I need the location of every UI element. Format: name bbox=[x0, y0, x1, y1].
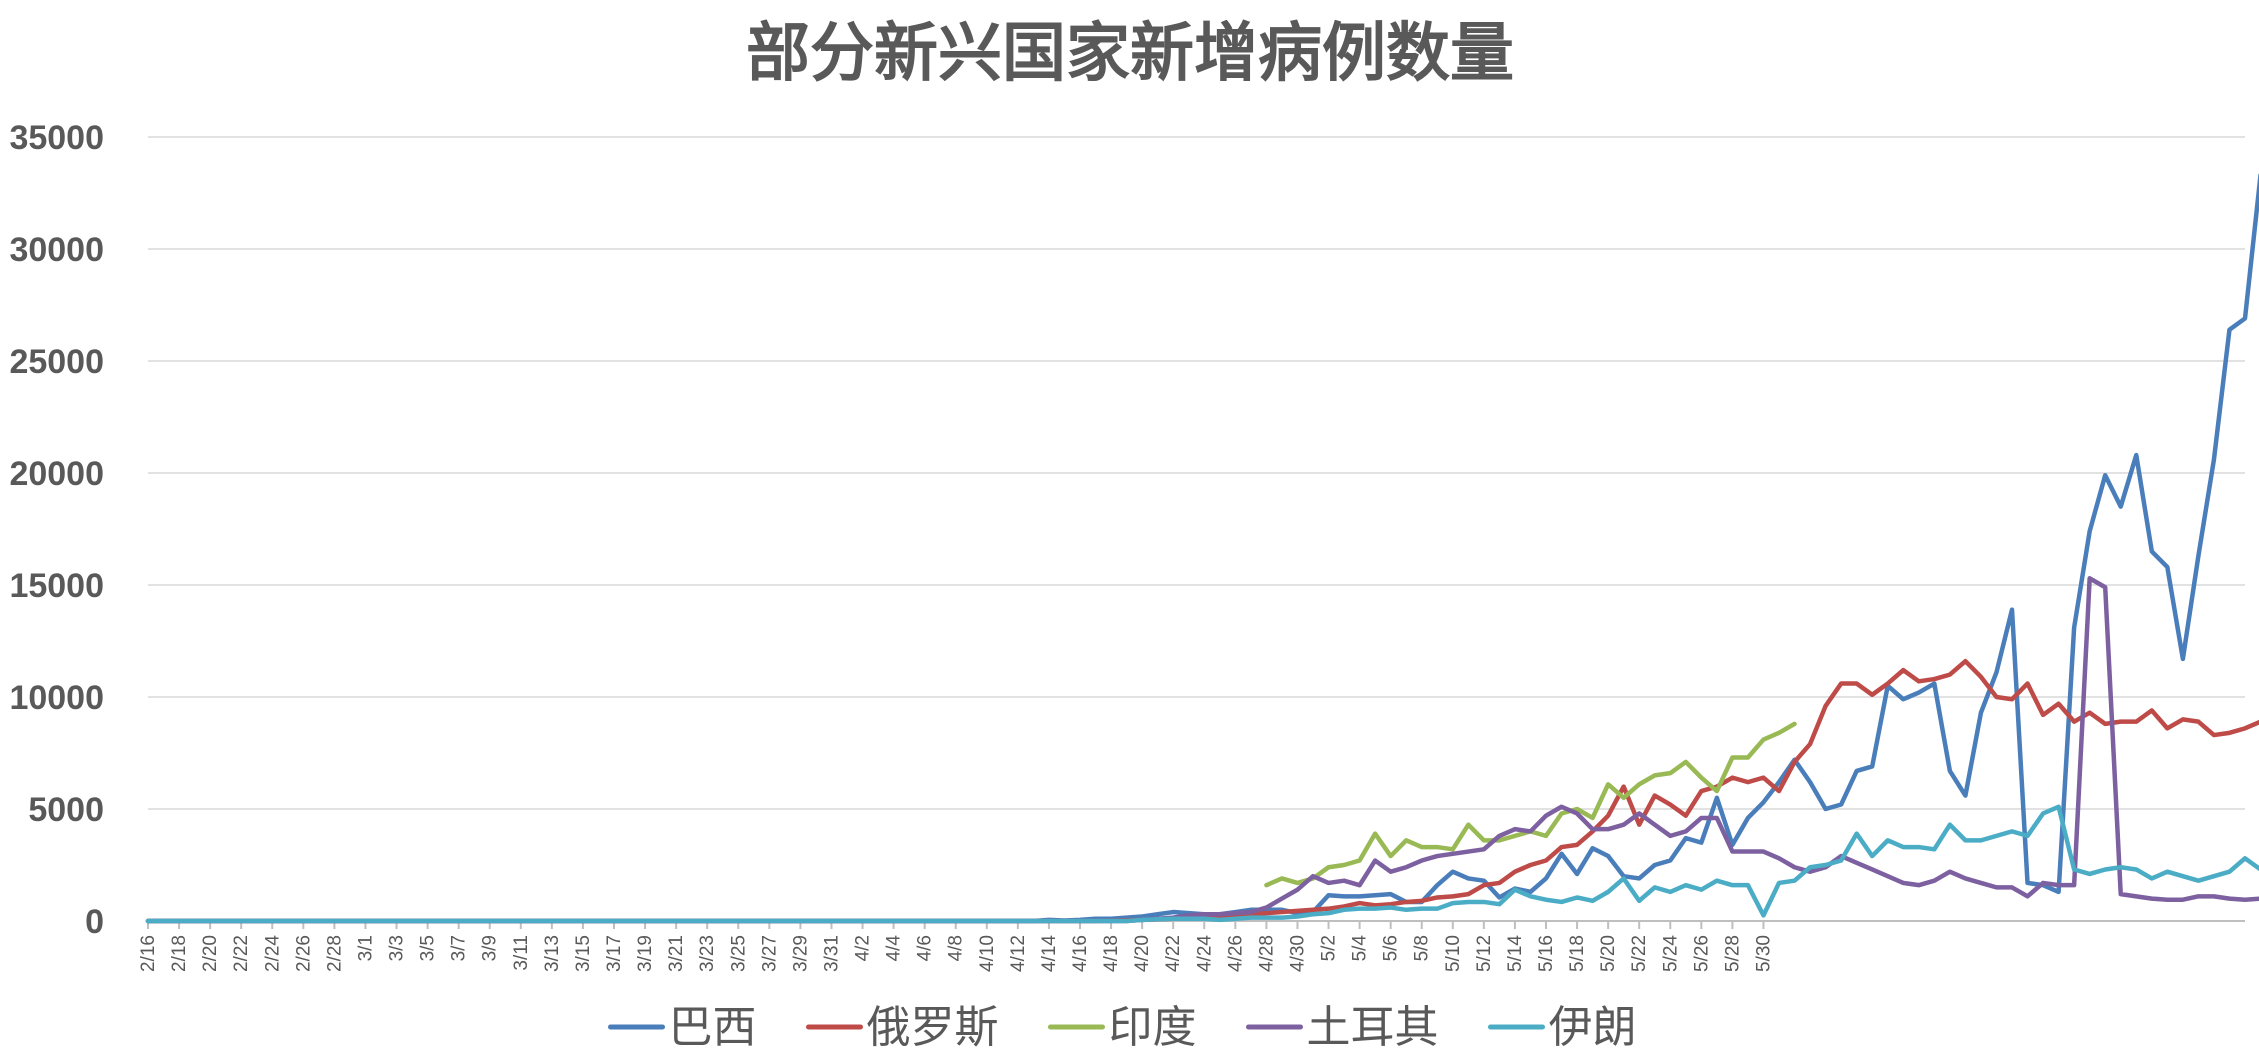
x-tick-label: 2/28 bbox=[324, 935, 345, 972]
gridlines bbox=[148, 136, 2245, 810]
series-lines bbox=[145, 173, 2259, 924]
x-tick-label: 2/20 bbox=[200, 935, 221, 972]
x-tick-label: 3/25 bbox=[728, 935, 749, 972]
legend-label: 伊朗 bbox=[1549, 1002, 1637, 1053]
x-tick-label: 3/27 bbox=[759, 935, 780, 972]
series-line-1 bbox=[145, 658, 2259, 924]
x-tick-label: 5/16 bbox=[1536, 935, 1557, 972]
series-line-4 bbox=[145, 804, 2259, 924]
x-tick-label: 4/20 bbox=[1132, 935, 1153, 972]
y-tick-label: 20000 bbox=[9, 455, 104, 493]
x-tick-label: 4/28 bbox=[1256, 935, 1277, 972]
x-tick-label: 3/7 bbox=[449, 935, 470, 961]
x-tick-label: 4/10 bbox=[977, 935, 998, 972]
x-tick-label: 4/6 bbox=[915, 935, 936, 961]
x-axis: 2/16 2/18 2/20 2/22 2/24 2/26 2/28 3/1 3/3 3/5 3/7… bbox=[138, 920, 2245, 972]
y-tick-label: 35000 bbox=[9, 119, 104, 157]
chart-title: 部分新兴国家新增病例数量 bbox=[746, 17, 1514, 91]
x-tick-label: 3/1 bbox=[355, 935, 376, 961]
legend: 巴西 俄罗斯 印度 土耳其 伊朗 bbox=[608, 1002, 1637, 1053]
legend-label: 土耳其 bbox=[1307, 1002, 1439, 1053]
x-tick-label: 3/21 bbox=[666, 935, 687, 972]
x-tick-label: 3/17 bbox=[604, 935, 625, 972]
x-tick-label: 4/4 bbox=[884, 935, 905, 962]
x-tick-label: 5/18 bbox=[1567, 935, 1588, 972]
x-tick-label: 5/10 bbox=[1443, 935, 1464, 972]
x-tick-label: 3/5 bbox=[418, 935, 439, 961]
x-tick-label: 3/23 bbox=[697, 935, 718, 972]
x-tick-label: 4/22 bbox=[1163, 935, 1184, 972]
y-axis: 0 5000 10000 15000 20000 25000 30000 35000 bbox=[9, 119, 104, 941]
x-tick-label: 3/29 bbox=[790, 935, 811, 972]
x-tick-label: 5/2 bbox=[1319, 935, 1340, 961]
legend-label: 印度 bbox=[1109, 1002, 1197, 1053]
x-tick-label: 4/8 bbox=[946, 935, 967, 961]
x-tick-label: 5/6 bbox=[1381, 935, 1402, 961]
x-tick-label: 4/18 bbox=[1101, 935, 1122, 972]
legend-item-0[interactable]: 巴西 bbox=[608, 1002, 757, 1053]
x-tick-label: 3/11 bbox=[511, 935, 532, 971]
x-tick-label: 4/30 bbox=[1287, 935, 1308, 972]
x-tick-label: 3/19 bbox=[635, 935, 656, 972]
x-tick-label: 5/14 bbox=[1505, 935, 1526, 972]
legend-item-2[interactable]: 印度 bbox=[1048, 1002, 1197, 1053]
x-tick-label: 5/30 bbox=[1753, 935, 1774, 972]
x-tick-label: 5/8 bbox=[1412, 935, 1433, 961]
x-tick-label: 5/22 bbox=[1629, 935, 1650, 972]
legend-item-1[interactable]: 俄罗斯 bbox=[806, 1002, 999, 1053]
x-tick-label: 5/28 bbox=[1722, 935, 1743, 972]
y-tick-label: 10000 bbox=[9, 679, 104, 717]
y-tick-label: 15000 bbox=[9, 567, 104, 605]
y-tick-label: 5000 bbox=[28, 791, 104, 829]
y-tick-label: 25000 bbox=[9, 343, 104, 381]
x-tick-label: 4/24 bbox=[1194, 935, 1215, 972]
x-tick-label: 2/18 bbox=[169, 935, 190, 972]
x-tick-label: 4/16 bbox=[1070, 935, 1091, 972]
x-tick-label: 5/4 bbox=[1350, 935, 1371, 962]
x-tick-label: 4/26 bbox=[1225, 935, 1246, 972]
y-tick-label: 0 bbox=[85, 903, 104, 941]
y-tick-label: 30000 bbox=[9, 231, 104, 269]
legend-item-3[interactable]: 土耳其 bbox=[1246, 1002, 1439, 1053]
x-tick-label: 4/14 bbox=[1039, 935, 1060, 972]
x-tick-label: 2/22 bbox=[231, 935, 252, 972]
x-tick-label: 3/15 bbox=[573, 935, 594, 972]
x-tick-label: 3/13 bbox=[542, 935, 563, 972]
x-tick-label: 5/12 bbox=[1474, 935, 1495, 972]
x-tick-label: 3/3 bbox=[387, 935, 408, 961]
x-tick-label: 2/16 bbox=[138, 935, 159, 972]
legend-label: 巴西 bbox=[669, 1002, 757, 1053]
legend-label: 俄罗斯 bbox=[867, 1002, 999, 1053]
x-tick-label: 5/24 bbox=[1660, 935, 1681, 972]
x-tick-label: 2/26 bbox=[293, 935, 314, 972]
x-tick-label: 4/2 bbox=[853, 935, 874, 961]
x-tick-label: 5/26 bbox=[1691, 935, 1712, 972]
x-tick-label: 5/20 bbox=[1598, 935, 1619, 972]
x-tick-label: 4/12 bbox=[1008, 935, 1029, 972]
legend-item-4[interactable]: 伊朗 bbox=[1488, 1002, 1637, 1053]
x-tick-label: 3/31 bbox=[821, 935, 842, 972]
series-line-3 bbox=[145, 576, 2259, 924]
x-tick-label: 2/24 bbox=[262, 935, 283, 972]
x-tick-label: 3/9 bbox=[480, 935, 501, 961]
